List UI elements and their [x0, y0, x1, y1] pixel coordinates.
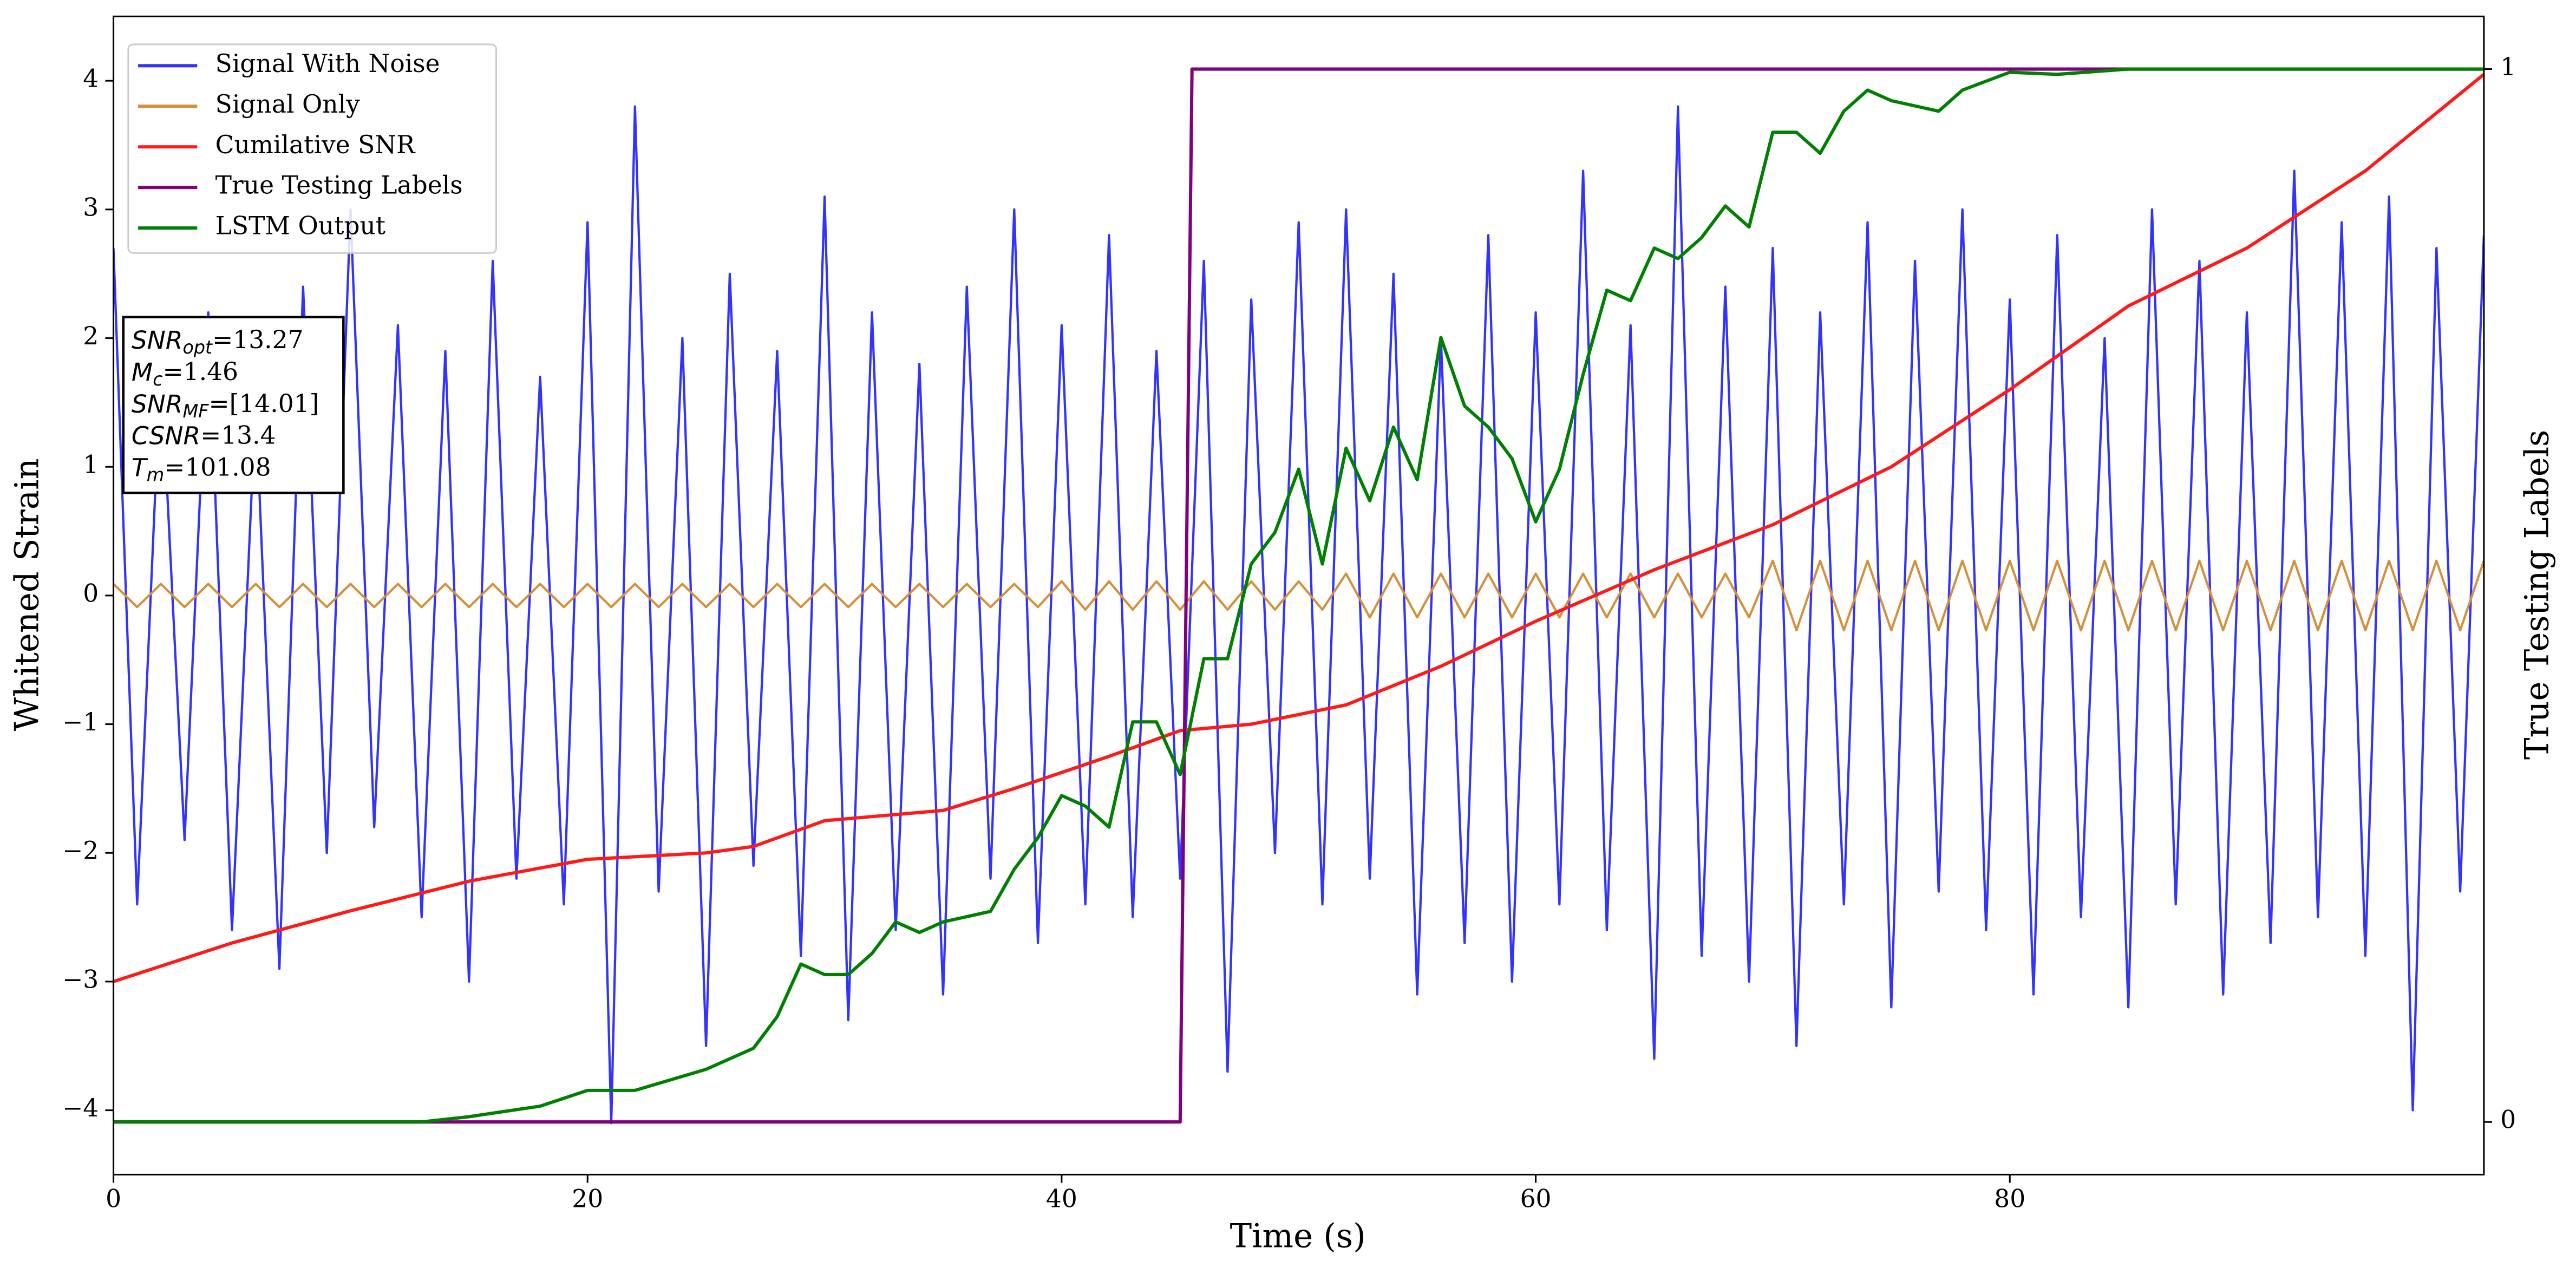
annotation-subscript: opt [182, 337, 213, 358]
annotation-value: =[14.01] [208, 389, 319, 417]
x-tick-label: 80 [1994, 1184, 2025, 1213]
plot-area [113, 67, 2484, 1125]
annotation-symbol: CSNR [132, 421, 200, 450]
annotation-subscript: MF [182, 400, 209, 421]
series-line [113, 105, 2484, 1125]
y2-tick-label: 1 [2500, 53, 2516, 81]
x-tick-label: 40 [1046, 1184, 1077, 1213]
annotation-value: =13.27 [212, 325, 303, 354]
y-tick-label: −1 [62, 708, 99, 736]
legend-label: True Testing Labels [215, 171, 463, 200]
annotation-box: SNRopt=13.27Mc=1.46SNRMF=[14.01]CSNR=13.… [122, 316, 345, 494]
legend-label: Cumilative SNR [215, 130, 416, 159]
legend-label: LSTM Output [215, 212, 385, 240]
y-tick-label: 1 [83, 450, 99, 479]
annotation-value: =1.46 [163, 357, 238, 386]
annotation-frame [122, 316, 345, 494]
x-tick-label: 60 [1520, 1184, 1552, 1213]
x-axis-label: Time (s) [1230, 1217, 1366, 1255]
annotation-subscript: c [153, 369, 162, 390]
annotation-symbol: SNR [132, 326, 183, 355]
y-tick-label: 3 [83, 193, 99, 221]
x-tick-label: 20 [572, 1184, 603, 1213]
annotation-subscript: m [147, 464, 165, 485]
y-tick-label: 4 [83, 64, 99, 93]
series-line [113, 67, 2484, 1124]
annotation-line: Tm=101.08 [132, 453, 271, 485]
y2-axis-label: True Testing Labels [2519, 430, 2557, 760]
series-line [113, 73, 2484, 983]
y-tick-label: −3 [62, 965, 99, 994]
legend-label: Signal Only [215, 90, 360, 119]
annotation-line: Mc=1.46 [132, 357, 238, 389]
y-tick-label: −2 [62, 837, 99, 865]
y-axis-label: Whitened Strain [8, 458, 46, 731]
series-line [113, 559, 2484, 632]
annotation-symbol: T [132, 453, 148, 482]
annotation-symbol: M [132, 357, 153, 386]
annotation-value: =101.08 [164, 453, 271, 481]
annotation-line: SNRopt=13.27 [132, 325, 304, 358]
annotation-line: SNRMF=[14.01] [132, 389, 319, 421]
annotation-line: CSNR=13.4 [132, 421, 276, 450]
legend: Signal With Noise Signal Only Cumilative S… [127, 43, 498, 254]
y-tick-label: 0 [83, 579, 99, 607]
series-line [113, 67, 2484, 1124]
annotation-symbol: SNR [132, 389, 183, 418]
y2-tick-label: 0 [2500, 1106, 2516, 1134]
y-tick-label: 2 [83, 322, 99, 350]
y-tick-label: −4 [62, 1094, 99, 1122]
legend-label: Signal With Noise [215, 49, 440, 78]
legend-frame [127, 43, 498, 254]
annotation-value: =13.4 [200, 421, 276, 449]
x-tick-label: 0 [106, 1184, 121, 1213]
